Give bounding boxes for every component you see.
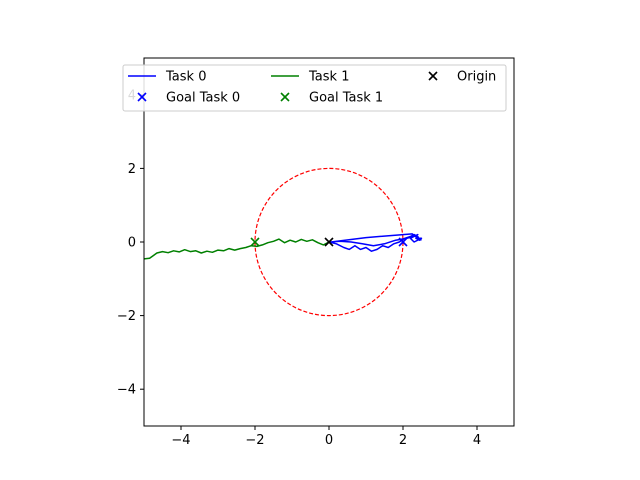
legend-label: Task 1 <box>308 70 349 85</box>
marker-goal-task-0 <box>398 237 408 247</box>
legend-entry-goal-task-0: Goal Task 0 <box>137 91 240 106</box>
x-tick-label: 0 <box>325 433 333 448</box>
series-line-task-1 <box>144 238 330 260</box>
legend: Task 0 Task 1 Origin Goal Task 0 Goal Task 1 <box>122 64 507 112</box>
series-line-task-0 <box>328 233 423 252</box>
x-tick-label: −4 <box>171 433 190 448</box>
marker-goal-task-1 <box>250 237 260 247</box>
legend-entry-goal-task-1: Goal Task 1 <box>280 91 383 106</box>
y-tick-label: −2 <box>117 309 136 324</box>
legend-entry-task-0: Task 0 <box>128 70 206 85</box>
legend-marker-goal-task-0 <box>137 92 147 102</box>
legend-label: Goal Task 0 <box>166 91 240 106</box>
legend-label: Origin <box>457 70 496 85</box>
legend-marker-origin <box>428 71 438 81</box>
legend-entry-task-1: Task 1 <box>271 70 349 85</box>
x-tick-label: −2 <box>245 433 264 448</box>
legend-entry-origin: Origin <box>428 70 496 85</box>
y-tick-label: −4 <box>117 383 136 398</box>
x-tick-label: 4 <box>473 433 481 448</box>
legend-box <box>122 64 507 112</box>
marker-origin <box>324 237 334 247</box>
y-tick-label: 2 <box>128 162 136 177</box>
legend-label: Task 0 <box>165 70 206 85</box>
y-tick-label: 0 <box>128 236 136 251</box>
x-tick-label: 2 <box>399 433 407 448</box>
data-layer <box>144 167 423 317</box>
legend-marker-goal-task-1 <box>280 92 290 102</box>
legend-label: Goal Task 1 <box>309 91 383 106</box>
